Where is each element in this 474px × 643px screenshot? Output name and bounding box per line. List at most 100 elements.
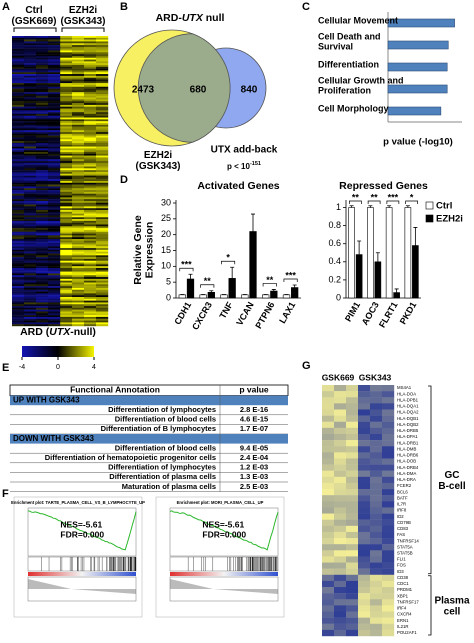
heatmap-cell	[96, 184, 109, 187]
heatmap-cell	[334, 446, 347, 453]
heatmap-cell	[48, 52, 61, 55]
heatmap-cell	[60, 184, 73, 187]
heatmap-cell	[60, 179, 73, 182]
heatmap-cell	[322, 531, 335, 539]
heatmap-cell	[36, 137, 49, 140]
heatmap-cell	[96, 262, 109, 265]
heatmap-cell	[60, 173, 73, 176]
heatmap-cell	[334, 574, 347, 582]
heatmap-cell	[84, 153, 97, 156]
heatmap-cell	[72, 75, 85, 78]
heatmap-cell	[96, 210, 109, 213]
heatmap-cell	[24, 260, 37, 263]
panel-label: G	[302, 360, 311, 372]
heatmap-cell	[36, 132, 49, 135]
heatmap-cell	[72, 213, 85, 216]
heatmap-cell	[48, 54, 61, 57]
gene-label: IRF8	[397, 508, 407, 513]
heatmap-cell	[24, 277, 37, 280]
heatmap-cell	[24, 135, 37, 138]
heatmap-cell	[24, 297, 37, 300]
heatmap-cell	[96, 302, 109, 305]
heatmap-cell	[60, 152, 73, 155]
heatmap-cell	[24, 104, 37, 107]
heatmap-cell	[382, 458, 395, 465]
heatmap-cell	[72, 181, 85, 184]
gene-label: HLA-DRB6	[397, 453, 419, 458]
heatmap-cell	[96, 204, 109, 207]
heatmap-cell	[72, 249, 85, 252]
heatmap-cell	[96, 235, 109, 238]
heatmap-cell	[36, 119, 49, 122]
heatmap-cell	[96, 306, 109, 309]
heatmap-cell	[36, 155, 49, 158]
heatmap-cell	[24, 273, 37, 276]
table-cell: 2.5 E-03	[240, 482, 268, 491]
heatmap-cell	[96, 298, 109, 301]
gene-label: CD79B	[397, 520, 411, 525]
heatmap-cell	[72, 315, 85, 318]
bar	[207, 291, 215, 299]
heatmap-cell	[24, 63, 37, 66]
panel-label: C	[302, 1, 310, 13]
heatmap-cell	[48, 128, 61, 131]
legend-label: Ctrl	[436, 201, 452, 212]
heatmap-cell	[334, 617, 347, 624]
heatmap-cell	[12, 190, 25, 193]
heatmap-cell	[96, 66, 109, 69]
heatmap-cell	[72, 253, 85, 256]
heatmap-cell	[60, 61, 73, 64]
heatmap-cell	[72, 81, 85, 84]
significance-bracket	[262, 283, 277, 287]
heatmap-cell	[12, 150, 25, 153]
heatmap-cell	[12, 90, 25, 93]
heatmap-cell	[36, 239, 49, 242]
category-label: Differentiation	[318, 59, 379, 69]
heatmap-cell	[96, 117, 109, 120]
heatmap-cell	[60, 204, 73, 207]
heatmap-cell	[60, 208, 73, 211]
heatmap-cell	[96, 181, 109, 184]
heatmap-cell	[60, 94, 73, 97]
heatmap-cell	[12, 262, 25, 265]
heatmap-cell	[36, 322, 49, 325]
heatmap-cell	[24, 211, 37, 214]
heatmap-cell	[334, 397, 347, 404]
heatmap-cell	[24, 36, 37, 39]
heatmap-cell	[322, 507, 335, 514]
heatmap-cell	[24, 182, 37, 185]
heatmap-cell	[96, 273, 109, 276]
heatmap-cell	[370, 587, 383, 594]
heatmap-cell	[48, 215, 61, 218]
heatmap-cell	[24, 222, 37, 225]
gene-label: CD38	[397, 575, 409, 580]
heatmap-cell	[48, 210, 61, 213]
x-tick-label: LAX1	[277, 300, 297, 325]
heatmap-cell	[84, 206, 97, 209]
heatmap-cell	[36, 273, 49, 276]
heatmap-cell	[96, 300, 109, 303]
heatmap-cell	[60, 108, 73, 111]
heatmap-cell	[12, 324, 25, 327]
heatmap-cell	[84, 46, 97, 49]
panel-label: F	[2, 488, 9, 500]
heatmap-cell	[12, 291, 25, 294]
heatmap-cell	[12, 77, 25, 80]
heatmap-cell	[60, 39, 73, 42]
heatmap-cell	[346, 440, 359, 447]
heatmap-cell	[358, 391, 371, 398]
heatmap-cell	[60, 137, 73, 140]
heatmap-cell	[84, 204, 97, 207]
heatmap-cell	[72, 246, 85, 249]
heatmap-cell	[24, 133, 37, 136]
heatmap-cell	[382, 482, 395, 490]
heatmap-cell	[96, 164, 109, 167]
heatmap-cell	[334, 556, 347, 563]
heatmap-cell	[48, 161, 61, 164]
heatmap-cell	[346, 574, 359, 582]
heatmap-cell	[36, 68, 49, 71]
heatmap-cell	[96, 128, 109, 131]
heatmap-cell	[24, 171, 37, 174]
heatmap-cell	[48, 277, 61, 280]
heatmap-cell	[72, 239, 85, 242]
